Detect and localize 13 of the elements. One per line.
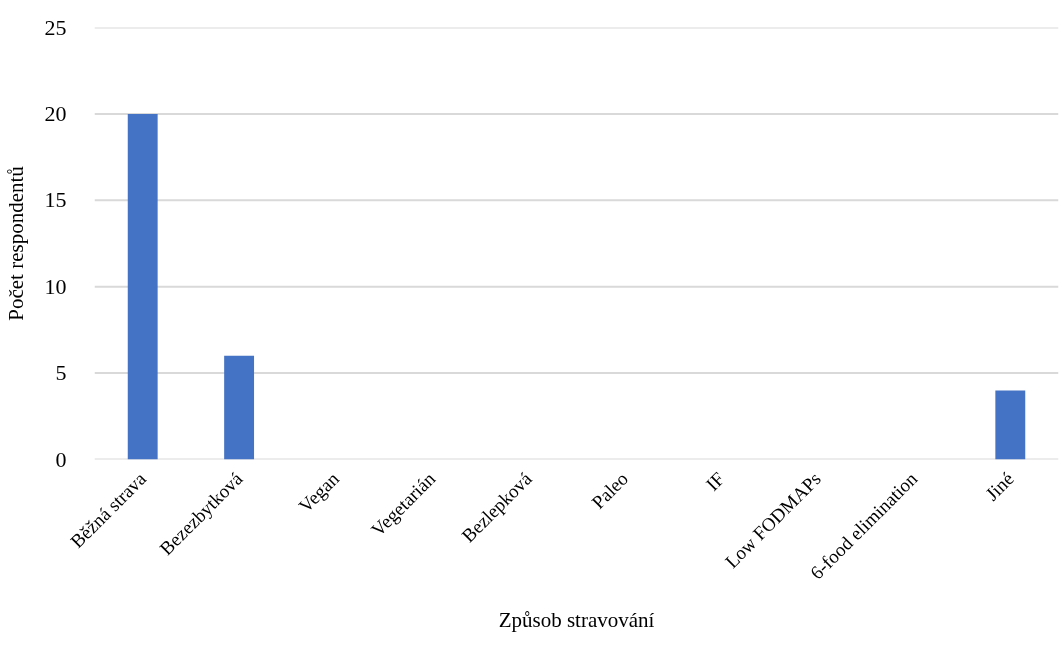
x-axis-title: Způsob stravování <box>498 607 655 632</box>
y-tick-label: 0 <box>55 446 67 472</box>
bar <box>127 113 158 460</box>
y-tick-label: 10 <box>44 273 67 299</box>
y-tick-label: 5 <box>55 360 67 386</box>
y-tick-label: 25 <box>44 14 67 40</box>
y-tick-label: 15 <box>44 187 67 213</box>
x-tick-label: IF <box>701 468 729 495</box>
y-tick-label: 20 <box>44 100 67 126</box>
bar <box>995 390 1026 460</box>
x-tick-label: Jiné <box>981 468 1018 505</box>
bar <box>224 355 255 460</box>
y-axis-title: Počet respondentů <box>3 165 28 321</box>
